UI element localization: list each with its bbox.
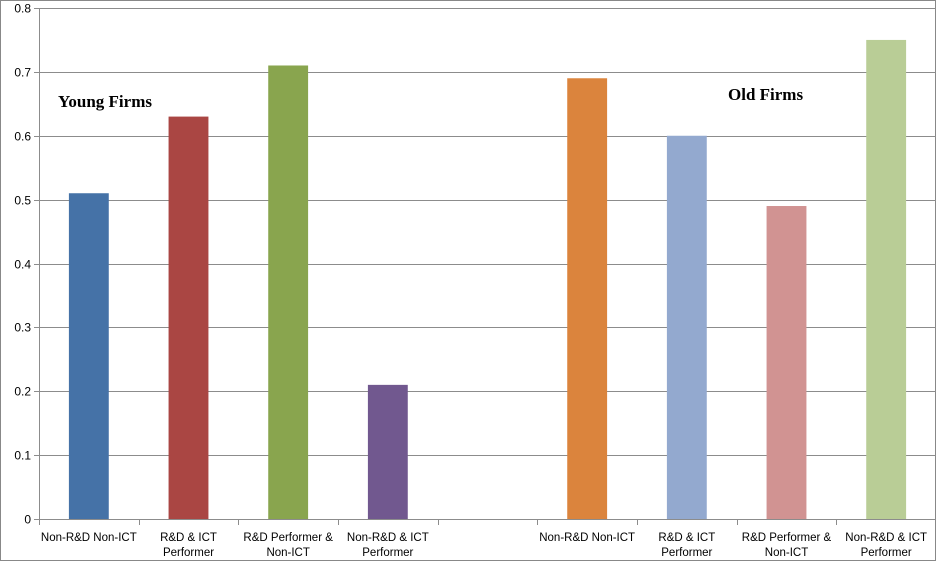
y-tick-label: 0.3 — [14, 321, 31, 335]
bar — [766, 206, 807, 519]
x-category-label: Non-R&D Non-ICT — [41, 532, 137, 544]
bar — [367, 384, 408, 519]
bar — [168, 116, 209, 520]
x-category-label: Performer — [362, 547, 413, 559]
group-label: Young Firms — [58, 92, 152, 111]
x-category-label: Non-R&D Non-ICT — [539, 532, 635, 544]
bar — [666, 135, 707, 519]
bar — [567, 78, 608, 519]
x-category-label: R&D Performer & — [742, 532, 832, 544]
y-tick-label: 0.7 — [14, 66, 31, 80]
x-category-label: R&D Performer & — [243, 532, 333, 544]
x-category-label: Non-R&D & ICT — [845, 532, 927, 544]
y-tick-label: 0.4 — [14, 258, 31, 272]
x-category-label: Non-ICT — [266, 547, 309, 559]
group-label: Old Firms — [728, 85, 803, 104]
y-tick-label: 0.5 — [14, 194, 31, 208]
x-category-label: Non-R&D & ICT — [347, 532, 429, 544]
bar — [866, 39, 907, 519]
y-tick-label: 0.8 — [14, 2, 31, 16]
x-category-label: Performer — [861, 547, 912, 559]
x-category-label: Performer — [661, 547, 712, 559]
bar — [268, 65, 309, 520]
bar — [68, 193, 109, 520]
y-tick-label: 0.2 — [14, 385, 31, 399]
y-tick-label: 0 — [24, 513, 31, 527]
y-tick-label: 0.6 — [14, 130, 31, 144]
x-category-label: Performer — [163, 547, 214, 559]
y-tick-label: 0.1 — [14, 449, 31, 463]
x-category-label: R&D & ICT — [658, 532, 715, 544]
x-category-label: R&D & ICT — [160, 532, 217, 544]
x-category-label: Non-ICT — [765, 547, 808, 559]
